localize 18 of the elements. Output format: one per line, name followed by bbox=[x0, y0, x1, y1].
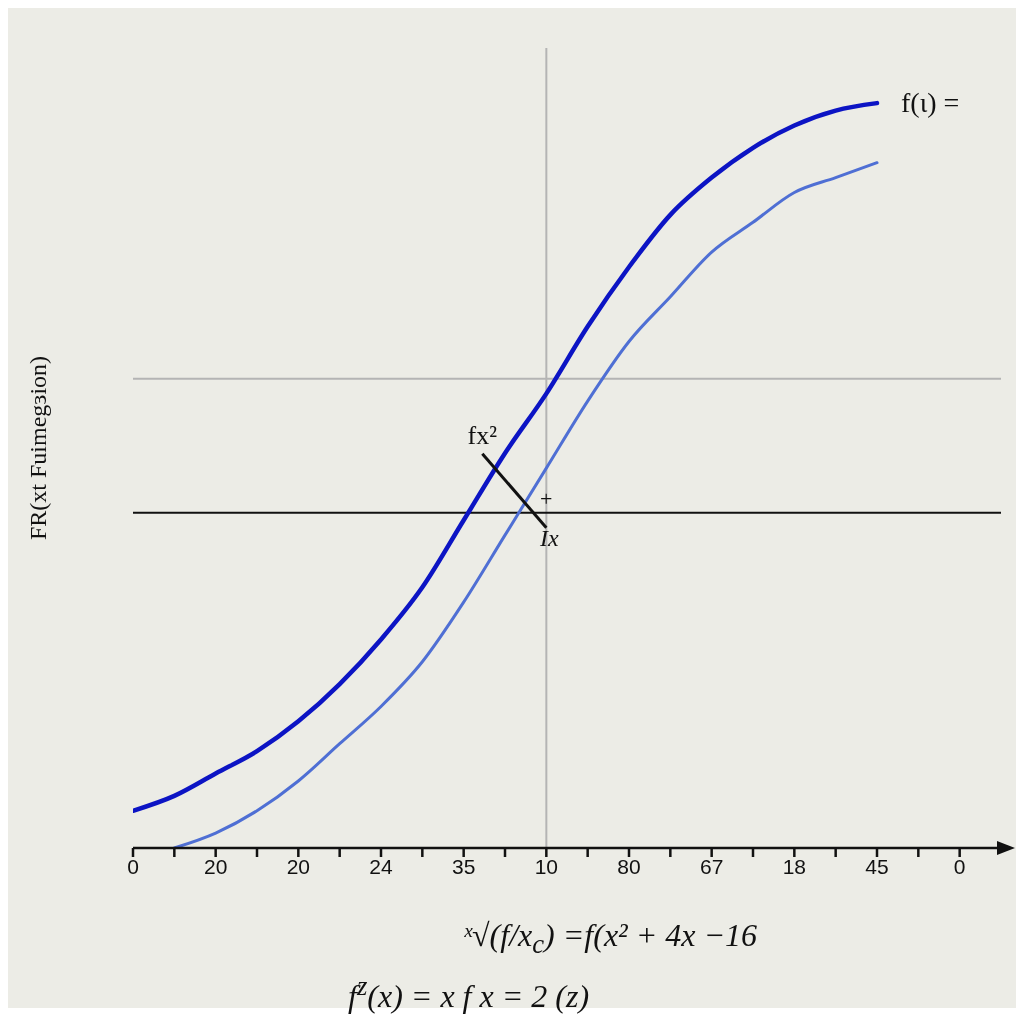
x-tick-label: 0 bbox=[953, 854, 966, 878]
annotation: + bbox=[540, 486, 553, 513]
y-axis-title: FR(xt Fuimegɜion) bbox=[25, 355, 51, 541]
text: f$^{z}$(x) = x f x = 2 (z) bbox=[348, 970, 590, 1016]
x-tick-label: 0 bbox=[127, 854, 139, 878]
x-tick-label: 24 bbox=[369, 854, 393, 878]
x-tick-label: 35 bbox=[451, 854, 476, 878]
annotation: fx² bbox=[467, 420, 498, 450]
annotation: Ix bbox=[540, 524, 559, 553]
x-tick-label: 67 bbox=[699, 854, 724, 878]
x-tick-label: 20 bbox=[286, 854, 311, 878]
x-tick-label: 20 bbox=[203, 854, 228, 878]
x-tick-label: 18 bbox=[782, 854, 807, 878]
x-tick-label: 45 bbox=[865, 854, 889, 878]
annotation: f(ι) = bbox=[901, 87, 960, 119]
text: ˣ√(f/x$_{c}$) =f(x² + 4x −16 bbox=[463, 916, 758, 961]
x-tick-label: 10 bbox=[534, 854, 559, 878]
x-tick-label: 80 bbox=[617, 854, 641, 878]
